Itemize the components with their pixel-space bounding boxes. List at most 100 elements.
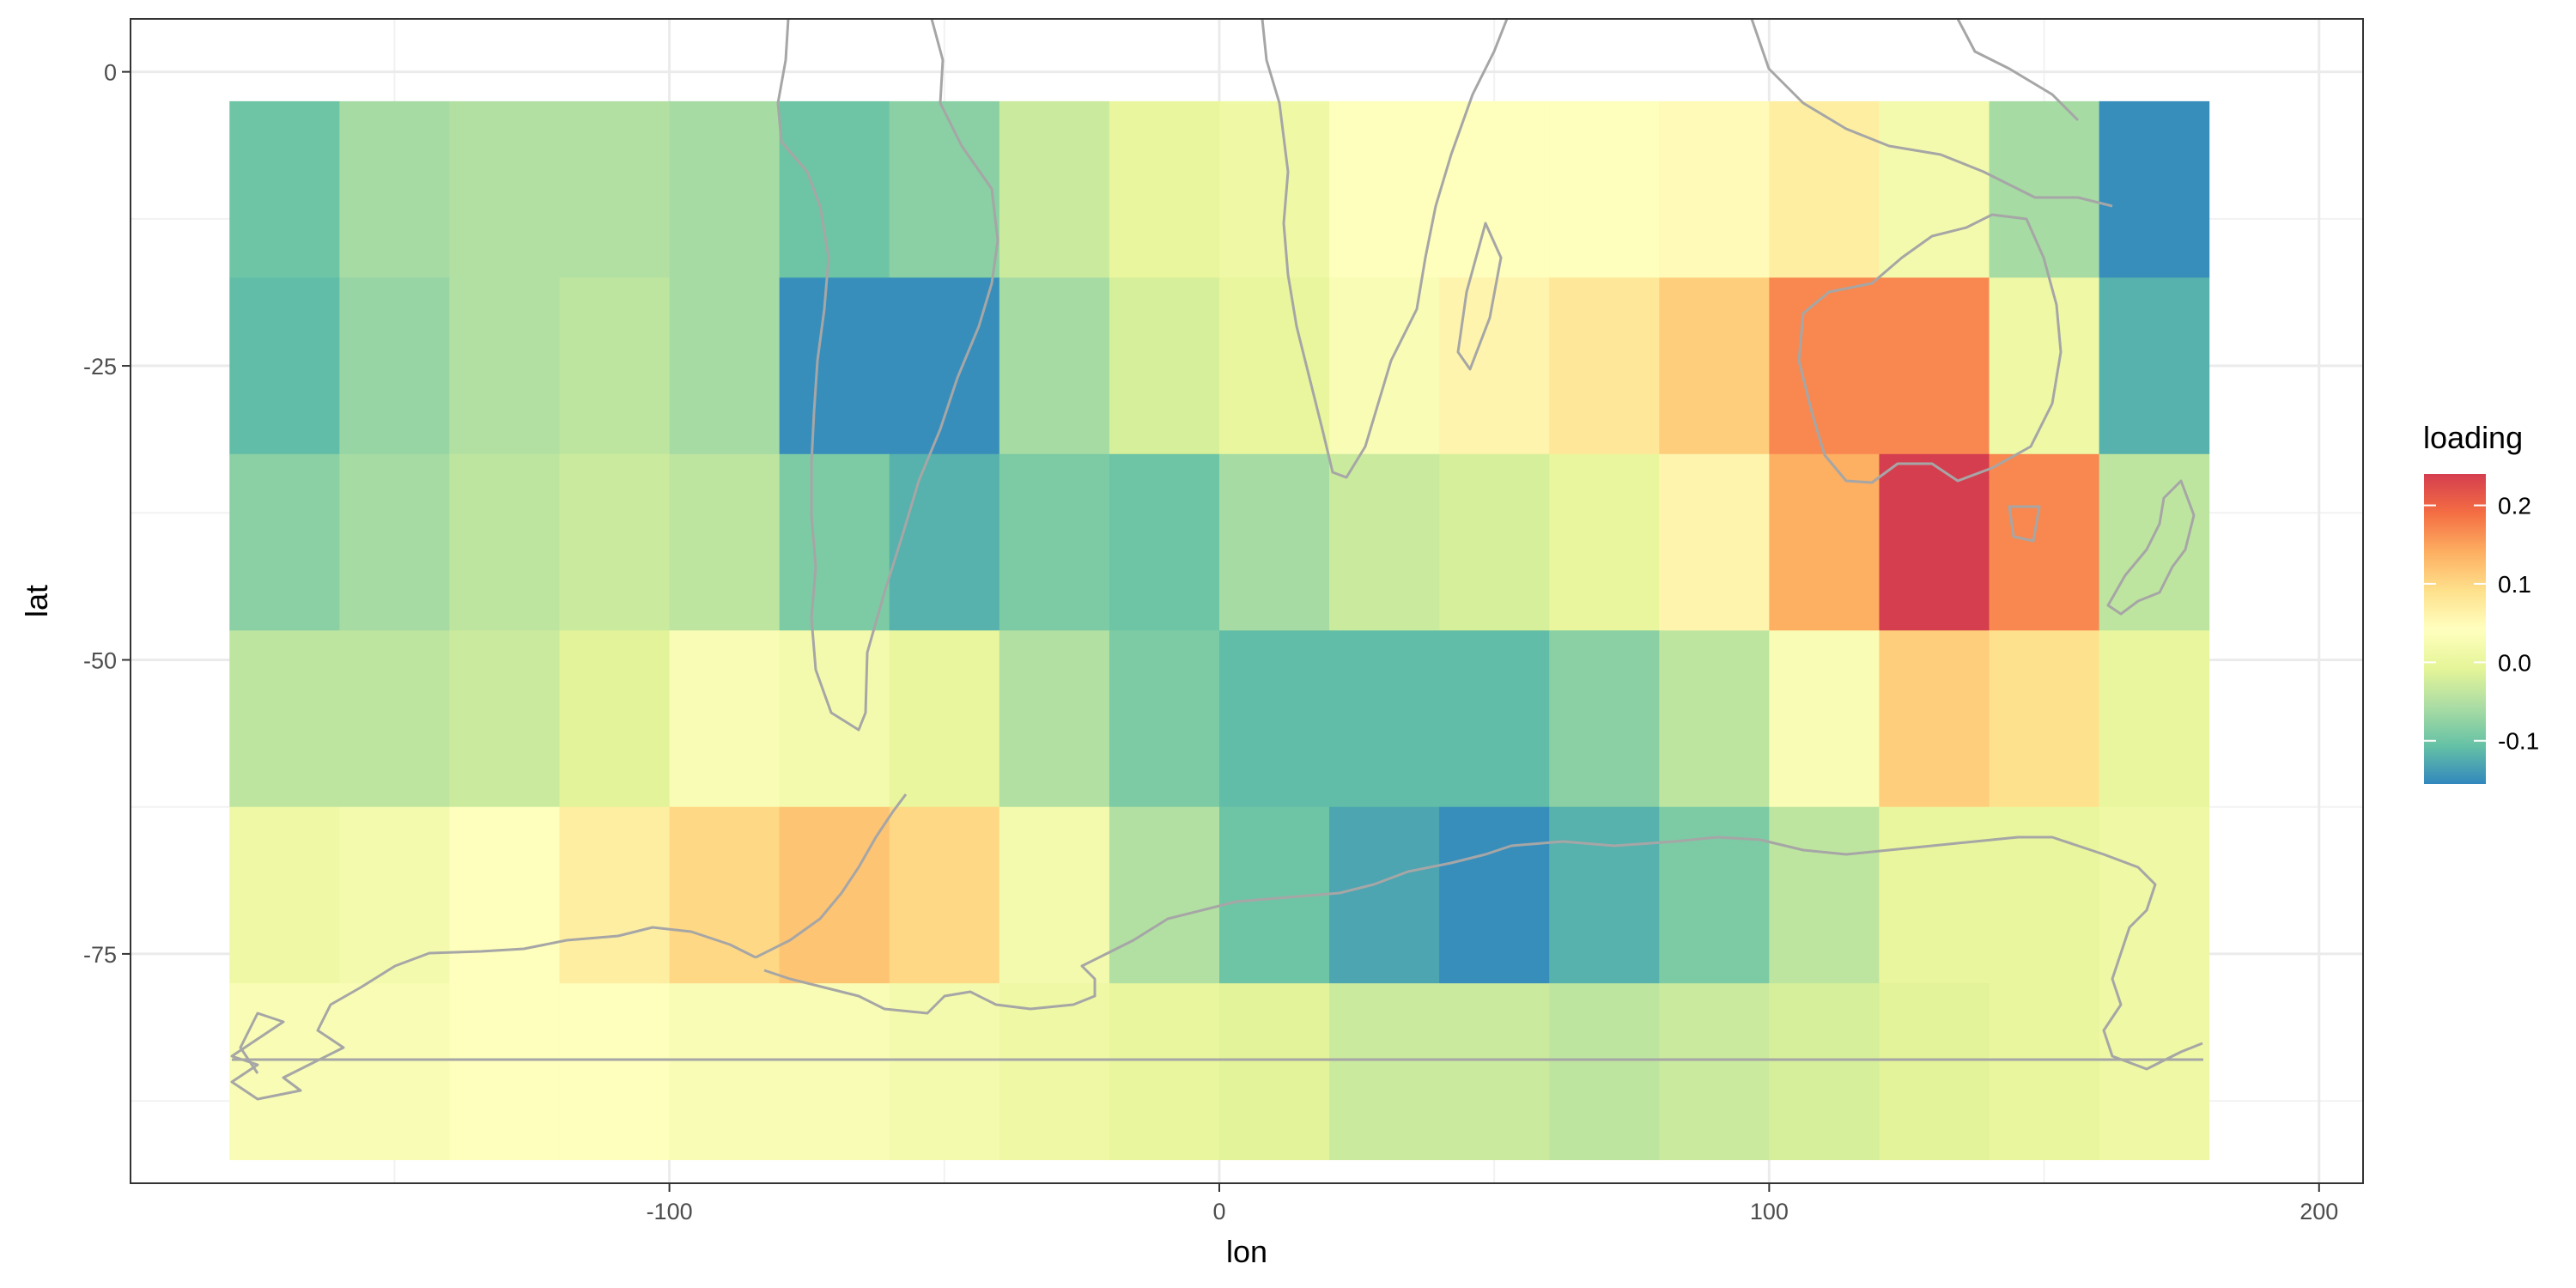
heatmap-cell: 0.04 bbox=[1549, 100, 1660, 278]
y-tick-label: 0 bbox=[104, 60, 117, 86]
heatmap-cell: 0.24 bbox=[1879, 453, 1990, 631]
heatmap-cell: 0.08 bbox=[1549, 277, 1660, 455]
legend-colorbar bbox=[2424, 474, 2486, 784]
heatmap-cells: -0.1-0.06-0.05-0.05-0.06-0.1-0.08-0.0300… bbox=[229, 100, 2210, 1161]
heatmap-cell: -0.08 bbox=[1549, 630, 1660, 808]
heatmap-cell: -0.11 bbox=[1218, 630, 1330, 808]
heatmap-cell: 0 bbox=[1879, 806, 1990, 984]
coastline-outlines bbox=[230, 19, 2203, 1101]
heatmap-cell: 0.06 bbox=[1659, 453, 1770, 631]
heatmap-cell: 0.04 bbox=[559, 983, 671, 1161]
heatmap-cell: -0.04 bbox=[339, 630, 450, 808]
heatmap-cell: -0.05 bbox=[559, 100, 671, 278]
heatmap-cell: 0 bbox=[1989, 806, 2100, 984]
y-axis-title: lat bbox=[19, 585, 54, 617]
legend-label: -0.1 bbox=[2498, 728, 2539, 755]
heatmap-cell: 0.07 bbox=[559, 806, 671, 984]
legend-label: 0.0 bbox=[2498, 649, 2531, 676]
heatmap-cell: 0.14 bbox=[1769, 453, 1880, 631]
heatmap-cell: -0.08 bbox=[889, 100, 1000, 278]
south-america-coastline bbox=[776, 19, 999, 732]
heatmap-cell: -0.01 bbox=[1879, 983, 1990, 1161]
heatmap-cell: 0.17 bbox=[1769, 277, 1880, 455]
heatmap-cell: -0.05 bbox=[1109, 806, 1220, 984]
antarctica-coastline bbox=[230, 835, 2203, 1101]
heatmap-cell: -0.11 bbox=[1329, 630, 1440, 808]
heatmap-cell: 0.01 bbox=[2099, 983, 2210, 1161]
heatmap-cell: 0.11 bbox=[1879, 630, 1990, 808]
y-tick-label: -75 bbox=[83, 942, 117, 968]
y-axis-ticks: 0 -25 -50 -75 bbox=[83, 60, 131, 968]
heatmap-cell: -0.04 bbox=[2099, 453, 2210, 631]
heatmap-cell: 0.05 bbox=[1659, 100, 1770, 278]
x-tick-label: 200 bbox=[2300, 1199, 2338, 1224]
heatmap-cell: -0.06 bbox=[1218, 453, 1330, 631]
heatmap-cell: 0 bbox=[889, 630, 1000, 808]
heatmap-cell: 0.03 bbox=[339, 983, 450, 1161]
panel-border bbox=[130, 18, 2364, 1184]
heatmap-cell: -0.03 bbox=[1659, 983, 1770, 1161]
heatmap-cell: 0.03 bbox=[1329, 277, 1440, 455]
heatmap-cell: -0.06 bbox=[669, 277, 781, 455]
heatmap-cell: 0.01 bbox=[1989, 277, 2100, 455]
heatmap-cell: 0.02 bbox=[1879, 100, 1990, 278]
heatmap-cell: -0.09 bbox=[1659, 806, 1770, 984]
heatmap-cell: 0.12 bbox=[779, 806, 890, 984]
heatmap-cell: -0.06 bbox=[669, 100, 781, 278]
x-axis-ticks: -100 0 100 200 bbox=[647, 1183, 2338, 1224]
heatmap-cell: -0.03 bbox=[1329, 983, 1440, 1161]
x-tick-label: 100 bbox=[1750, 1199, 1789, 1224]
heatmap-cell: -0.04 bbox=[449, 453, 561, 631]
heatmap-cell: -0.15 bbox=[1439, 806, 1550, 984]
heatmap-cell: 0 bbox=[2099, 630, 2210, 808]
heatmap-cell: -0.05 bbox=[449, 277, 561, 455]
heatmap-cell: 0.17 bbox=[1989, 453, 2100, 631]
heatmap-cell: 0.1 bbox=[669, 806, 781, 984]
heatmap-cell: -0.03 bbox=[999, 100, 1110, 278]
heatmap-cell: -0.05 bbox=[449, 100, 561, 278]
heatmap-cell: -0.13 bbox=[1329, 806, 1440, 984]
heatmap-cell: -0.12 bbox=[2099, 277, 2210, 455]
heatmap-cell: -0.07 bbox=[339, 277, 450, 455]
heatmap-cell: -0.12 bbox=[1549, 806, 1660, 984]
heatmap-cell: 0.1 bbox=[889, 806, 1000, 984]
australia-coastline bbox=[1797, 213, 2063, 484]
heatmap-cell: -0.03 bbox=[1439, 983, 1550, 1161]
legend: loading 0.2 0.1 0.0 -0.1 bbox=[2423, 420, 2539, 784]
x-tick-label: -100 bbox=[647, 1199, 693, 1224]
heatmap-cell: -0.11 bbox=[1439, 630, 1550, 808]
heatmap-cell: -0.09 bbox=[999, 453, 1110, 631]
legend-label: 0.1 bbox=[2498, 571, 2531, 598]
heatmap-cell: -0.06 bbox=[339, 453, 450, 631]
legend-ticks: 0.2 0.1 0.0 -0.1 bbox=[2424, 493, 2539, 755]
heatmap-cell: -0.05 bbox=[999, 630, 1110, 808]
legend-title: loading bbox=[2423, 420, 2523, 455]
heatmap-cell: -0.12 bbox=[889, 453, 1000, 631]
heatmap-cell: 0.02 bbox=[999, 806, 1110, 984]
heatmap-cell: 0.03 bbox=[1769, 630, 1880, 808]
heatmap-cell: -0.03 bbox=[449, 630, 561, 808]
heatmap-cell: 0.11 bbox=[1659, 277, 1770, 455]
heatmap-cell: 0 bbox=[1989, 983, 2100, 1161]
heatmap-cell: 0.04 bbox=[1439, 100, 1550, 278]
heatmap-cell: -0.1 bbox=[1109, 453, 1220, 631]
heatmap-cell: 0.02 bbox=[889, 983, 1000, 1161]
heatmap-cell: 0 bbox=[1109, 983, 1220, 1161]
heatmap-cell: -0.09 bbox=[1109, 630, 1220, 808]
heatmap-cell: -0.03 bbox=[1329, 453, 1440, 631]
heatmap-cell: -0.1 bbox=[229, 100, 340, 278]
heatmap-cell: 0.03 bbox=[779, 983, 890, 1161]
maritime-continent-coastline bbox=[1750, 19, 2113, 208]
heatmap-cell: 0.04 bbox=[1329, 100, 1440, 278]
heatmap-cell: -0.04 bbox=[1769, 806, 1880, 984]
heatmap-cell: -0.04 bbox=[1659, 630, 1770, 808]
y-tick-label: -50 bbox=[83, 647, 117, 673]
new-zealand-coastline bbox=[2106, 479, 2196, 616]
tasmania-coastline bbox=[2008, 505, 2041, 543]
heatmap-cell: 0.01 bbox=[1218, 100, 1330, 278]
heatmap-cell: -0.06 bbox=[1989, 100, 2100, 278]
heatmap-cell: -0.06 bbox=[339, 100, 450, 278]
heatmap-cell: 0 bbox=[1549, 453, 1660, 631]
madagascar-coastline bbox=[1456, 222, 1503, 371]
